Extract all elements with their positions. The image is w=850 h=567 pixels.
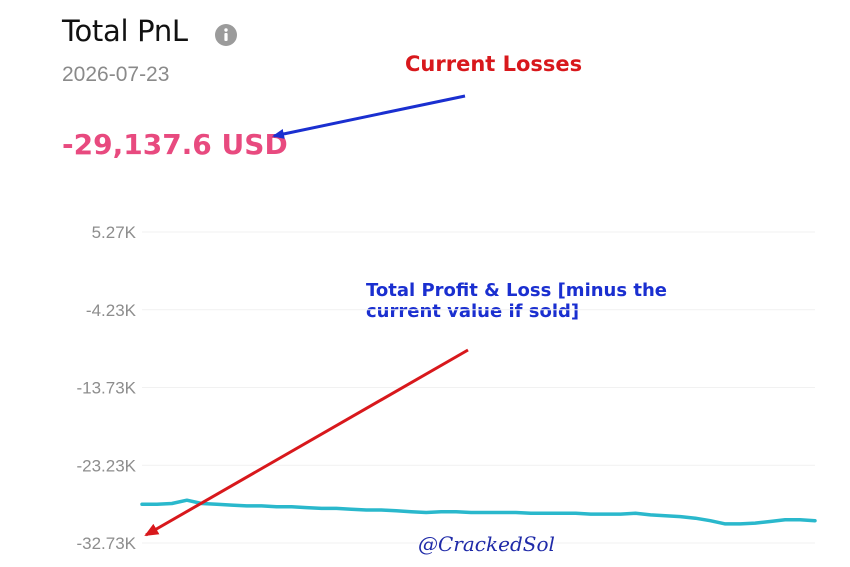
y-tick-label: 5.27K (92, 223, 137, 242)
arrow-current-losses (272, 94, 466, 139)
y-tick-label: -13.73K (76, 379, 136, 398)
y-tick-label: -32.73K (76, 534, 136, 553)
watermark: @CrackedSol (418, 532, 555, 556)
annotation-total-line-2: current value if sold] (366, 301, 580, 322)
grid-lines (142, 231, 815, 544)
annotation-current-losses: Current Losses (405, 52, 583, 76)
y-tick-label: -23.23K (76, 456, 136, 475)
series-layer (140, 498, 817, 526)
y-tick-label: -4.23K (86, 301, 137, 320)
annotation-total-line-1: Total Profit & Loss [minus the (366, 280, 667, 301)
arrow-total-profit-loss (144, 348, 469, 537)
pnl-value: -29,137.6 USD (62, 128, 288, 161)
annotation-total-profit-loss: Total Profit & Loss [minus the current v… (366, 280, 786, 322)
page-title: Total PnL (62, 14, 188, 48)
date-label: 2026-07-23 (62, 63, 170, 86)
pnl-series-line (140, 498, 817, 526)
info-icon[interactable] (214, 23, 238, 47)
y-axis-ticks: 5.27K -4.23K -13.73K -23.23K -32.73K (76, 223, 136, 553)
